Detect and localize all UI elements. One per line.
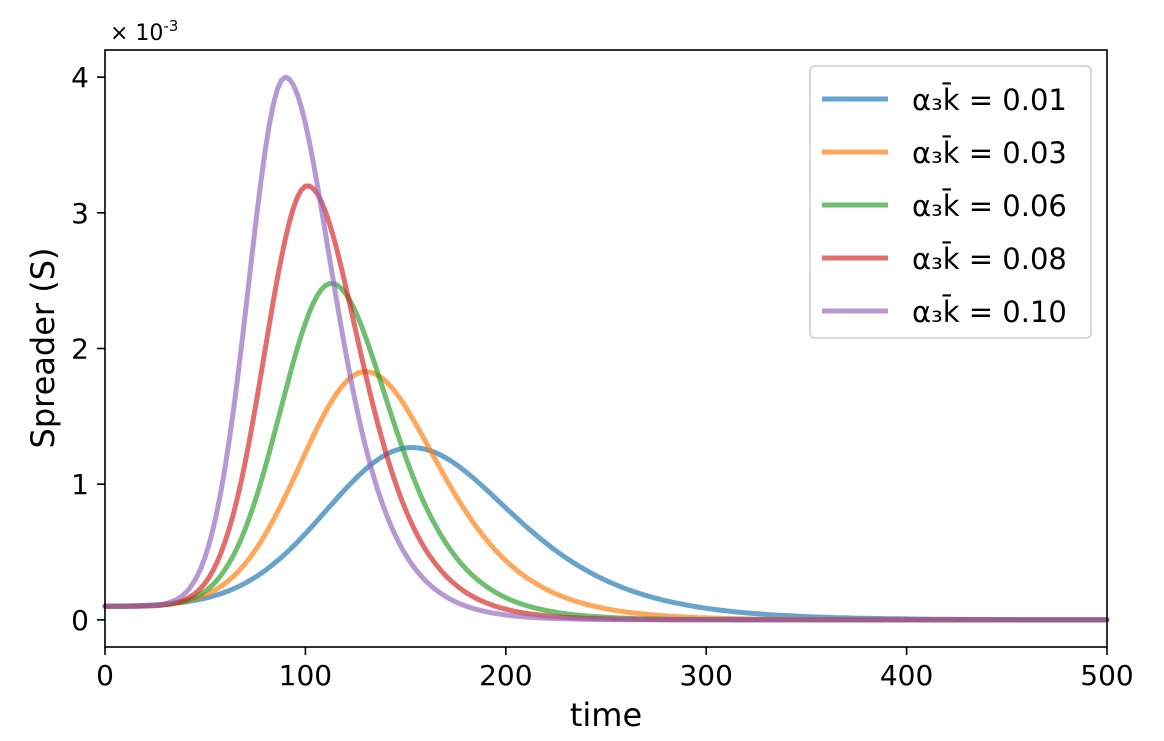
y-tick-label: 3 — [71, 197, 89, 230]
legend: α₃k̄ = 0.01 α₃k̄ = 0.03 α₃k̄ = 0.06 α₃k̄ = … — [809, 65, 1092, 339]
y-tick-label: 1 — [71, 468, 89, 501]
x-tick-label: 100 — [279, 659, 332, 692]
x-tick-label: 200 — [479, 659, 532, 692]
multiplier-base: × 10 — [110, 21, 163, 46]
y-axis-ticks: 0 1 2 3 4 — [71, 61, 105, 637]
x-tick-label: 0 — [96, 659, 114, 692]
legend-box — [809, 65, 1092, 339]
x-axis-ticks: 0 100 200 300 400 500 — [96, 647, 1134, 692]
series-lines — [102, 74, 1110, 623]
y-tick-label: 0 — [71, 604, 89, 637]
x-tick-label: 300 — [679, 659, 732, 692]
legend-items: α₃k̄ = 0.01 α₃k̄ = 0.03 α₃k̄ = 0.06 α₃k̄ = … — [822, 83, 1067, 329]
series-line-5 — [102, 74, 1110, 623]
multiplier-exponent: -3 — [163, 17, 178, 35]
x-axis-label: time — [570, 696, 642, 734]
legend-label-1: α₃k̄ = 0.01 — [912, 83, 1067, 117]
y-axis-label: Spreader (S) — [24, 248, 62, 449]
y-axis-multiplier: × 10-3 — [110, 17, 178, 46]
legend-label-4: α₃k̄ = 0.08 — [912, 242, 1067, 276]
x-tick-label: 400 — [880, 659, 933, 692]
legend-label-3: α₃k̄ = 0.06 — [912, 189, 1067, 223]
legend-label-5: α₃k̄ = 0.10 — [912, 295, 1067, 329]
y-tick-label: 2 — [71, 333, 89, 366]
y-tick-label: 4 — [71, 61, 89, 94]
x-tick-label: 500 — [1080, 659, 1133, 692]
legend-label-2: α₃k̄ = 0.03 — [912, 136, 1067, 170]
